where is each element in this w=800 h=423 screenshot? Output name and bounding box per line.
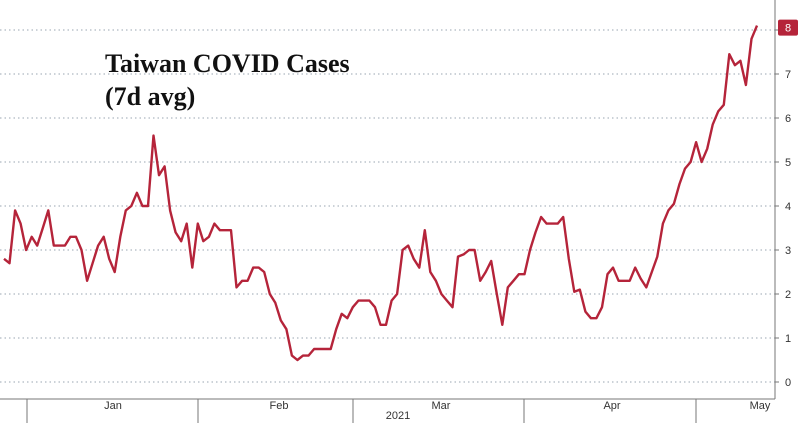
y-tick-label: 2: [785, 289, 791, 301]
last-value-badge-bg: [778, 19, 798, 36]
x-tick-labels: Jan Feb Mar Apr May: [104, 400, 771, 412]
axes: [0, 0, 776, 400]
gridlines: [0, 29, 779, 423]
chart-title-line-2: (7d avg): [105, 82, 195, 111]
x-tick-label: Mar: [432, 400, 451, 412]
y-tick-label: 5: [785, 157, 791, 169]
y-tick-label: 1: [785, 333, 791, 345]
y-tick-label: 7: [785, 69, 791, 81]
y-tick-label: 6: [785, 113, 791, 125]
x-tick-label: Apr: [603, 400, 620, 412]
series-line: [3, 25, 759, 362]
series-layer: [3, 25, 759, 362]
x-tick-label: Feb: [270, 400, 289, 412]
x-tick-label: Jan: [104, 400, 122, 412]
last-value-label: 8: [785, 23, 791, 35]
chart-title-line-1: Taiwan COVID Cases: [105, 49, 350, 78]
y-tick-label: 3: [785, 245, 791, 257]
y-tick-label: 4: [785, 201, 791, 213]
x-axis-year-label: 2021: [386, 410, 410, 422]
last-value-badge: 8: [778, 19, 798, 36]
x-tick-label: May: [750, 400, 771, 412]
y-tick-label: 0: [785, 377, 791, 389]
y-tick-labels: 0 1 2 3 4 5 6 7 8: [785, 25, 791, 389]
